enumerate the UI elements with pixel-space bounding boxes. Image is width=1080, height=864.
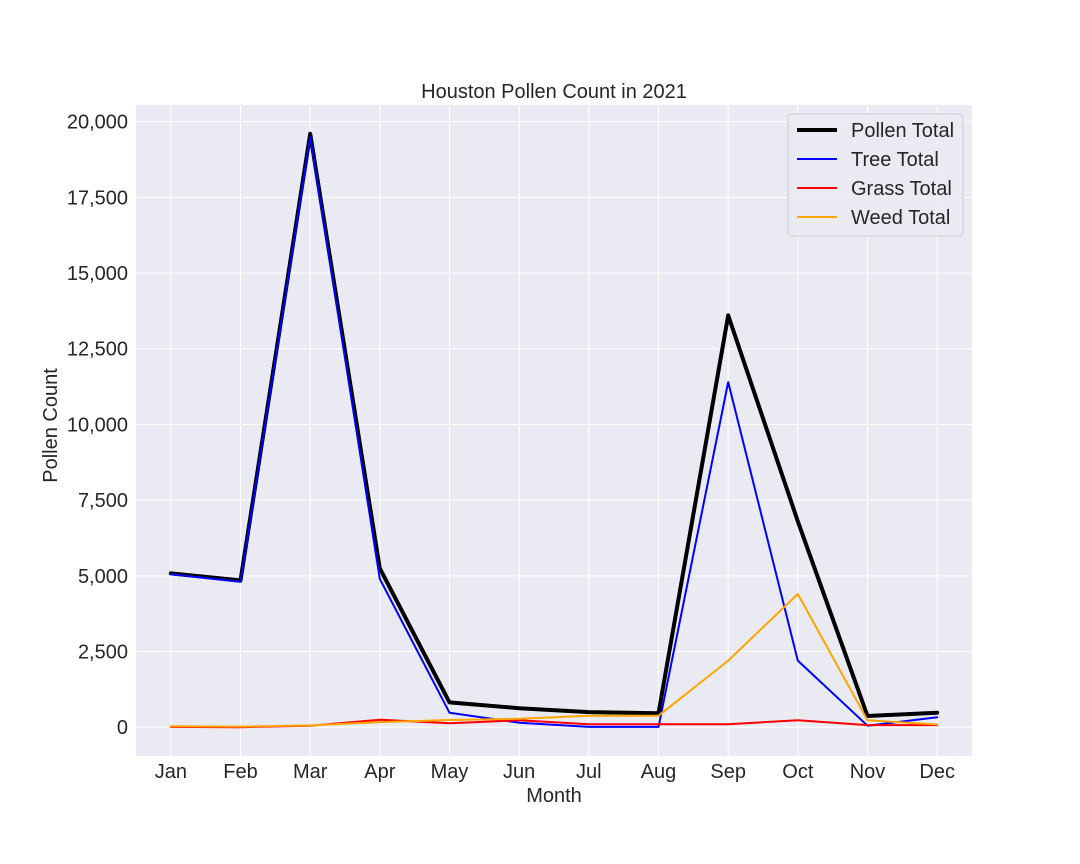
y-tick-label: 17,500 <box>67 187 128 209</box>
legend-box <box>787 113 964 237</box>
legend-label: Tree Total <box>851 149 939 171</box>
chart-title: Houston Pollen Count in 2021 <box>421 81 687 103</box>
y-axis-ticks: 0 2,500 5,000 7,500 10,000 12,500 15,000 17,500… <box>67 112 128 740</box>
y-tick-label: 2,500 <box>78 642 128 664</box>
x-tick-label: Nov <box>850 761 886 783</box>
x-axis-label: Month <box>526 785 582 807</box>
y-axis-label: Pollen Count <box>40 368 62 483</box>
x-tick-label: Aug <box>641 761 677 783</box>
grid-lines <box>136 105 972 756</box>
y-tick-label: 15,000 <box>67 263 128 285</box>
x-tick-label: Dec <box>919 761 955 783</box>
x-tick-label: Feb <box>223 761 257 783</box>
y-tick-label: 5,000 <box>78 566 128 588</box>
legend-label: Grass Total <box>851 178 952 200</box>
x-tick-label: May <box>431 761 469 783</box>
x-tick-label: Sep <box>710 761 746 783</box>
x-tick-label: Jul <box>576 761 602 783</box>
y-tick-label: 10,000 <box>67 414 128 436</box>
y-tick-label: 0 <box>117 717 128 739</box>
x-tick-label: Jun <box>503 761 535 783</box>
legend: Pollen Total Tree Total Grass Total Weed To… <box>787 113 964 237</box>
x-axis-ticks: Jan Feb Mar Apr May Jun Jul Aug Sep Oct Nov Dec <box>155 761 955 783</box>
y-tick-label: 12,500 <box>67 339 128 361</box>
y-tick-label: 20,000 <box>67 112 128 134</box>
x-tick-label: Mar <box>293 761 328 783</box>
series-line-tree-total <box>169 135 939 728</box>
x-tick-label: Oct <box>782 761 814 783</box>
series-line-weed-total <box>169 593 939 728</box>
y-tick-label: 7,500 <box>78 490 128 512</box>
legend-label: Pollen Total <box>851 120 954 142</box>
series-lines <box>168 131 940 729</box>
x-tick-label: Apr <box>364 761 395 783</box>
legend-label: Weed Total <box>851 207 950 229</box>
x-tick-label: Jan <box>155 761 187 783</box>
